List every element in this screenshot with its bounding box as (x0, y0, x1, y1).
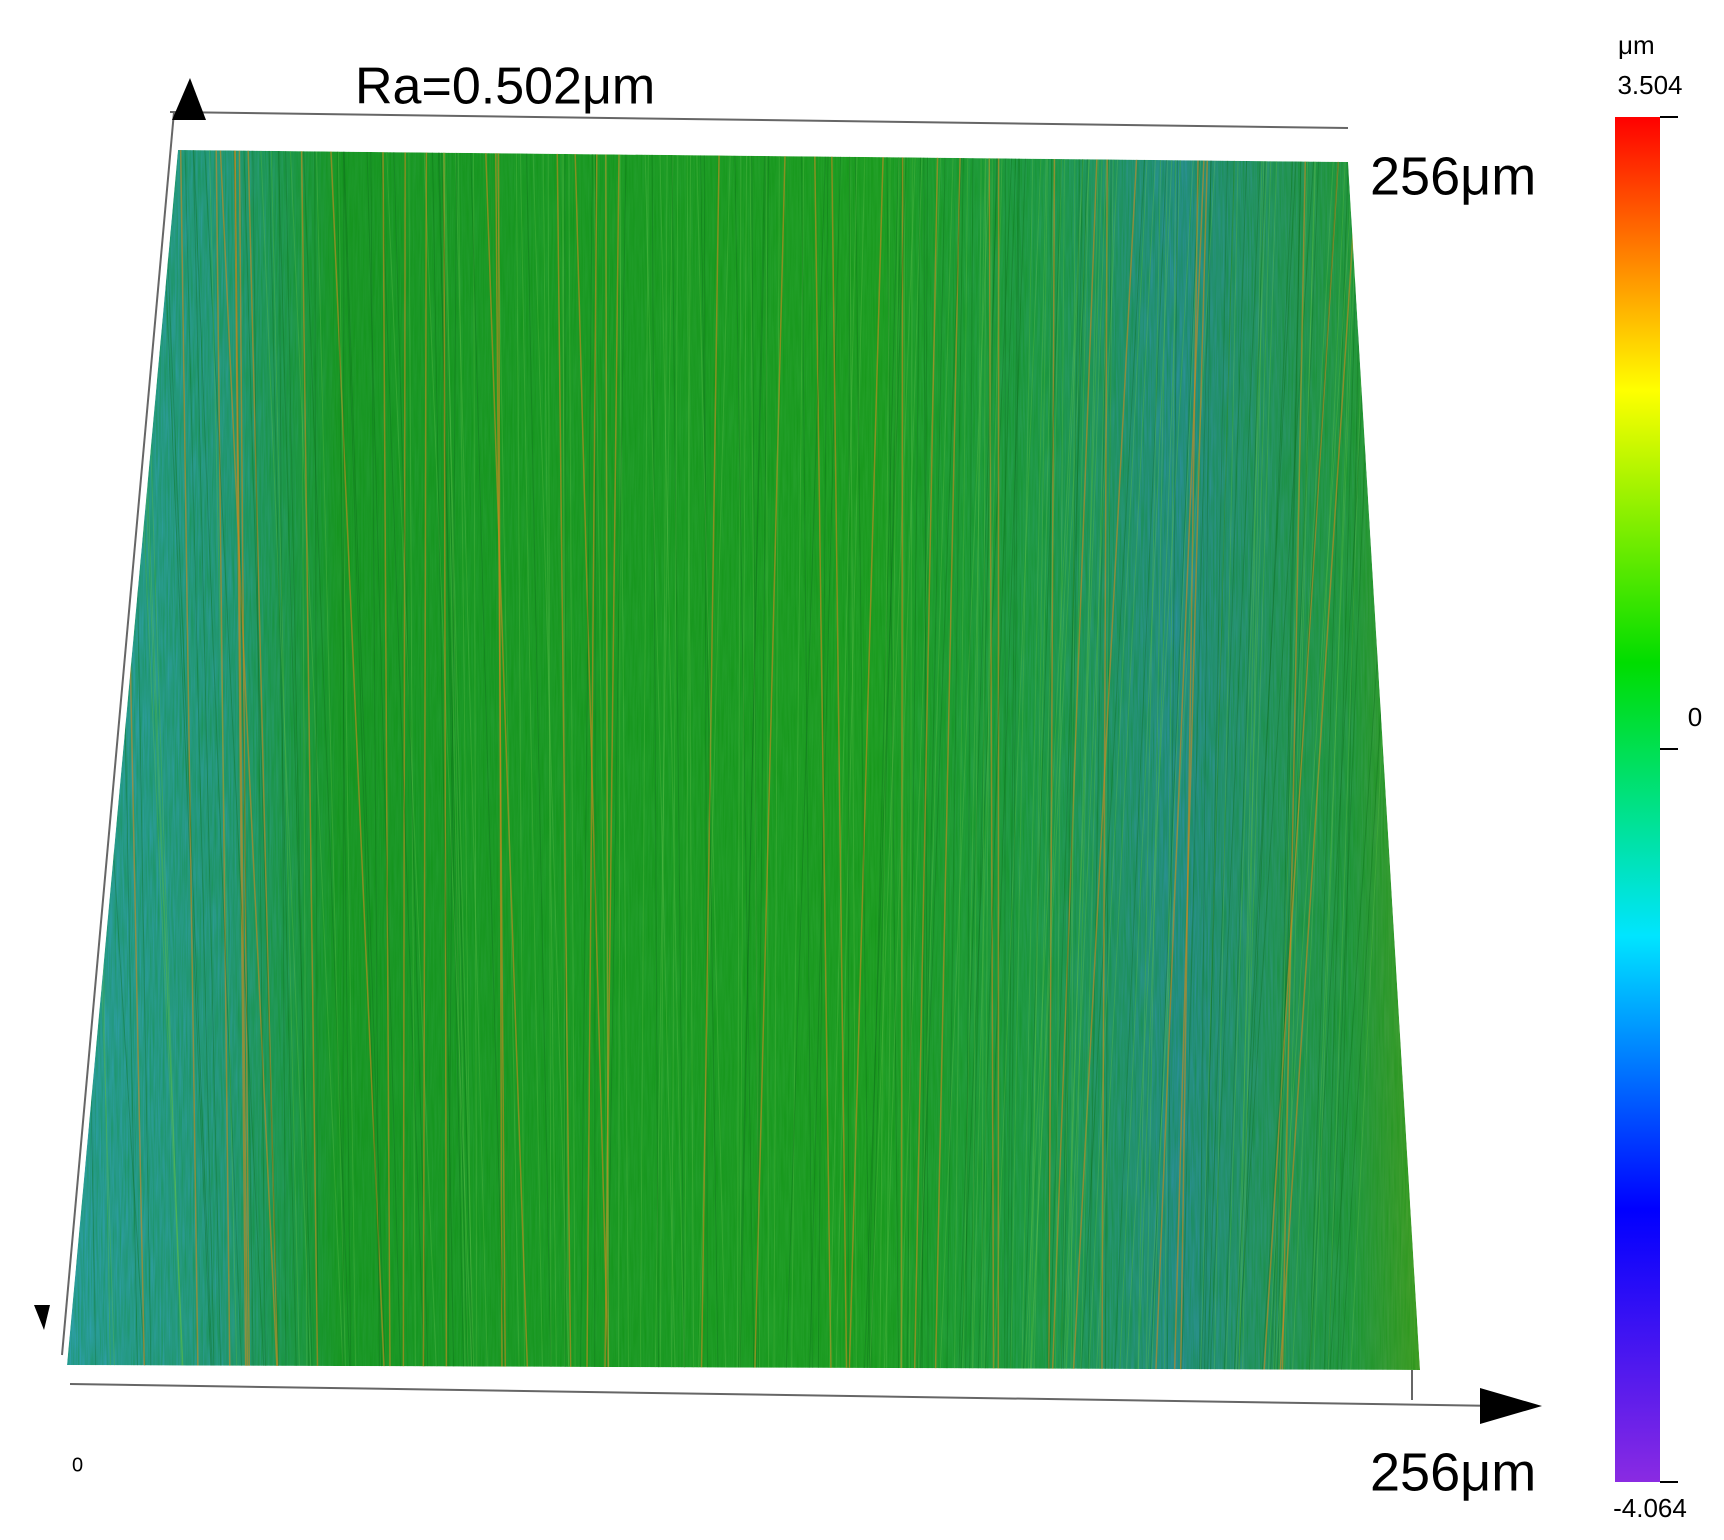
colorbar-tick-label: 0 (1688, 702, 1702, 732)
x-arrow (1480, 1388, 1542, 1424)
colorbar-tick-label: -4.064 (1613, 1493, 1687, 1523)
colorbar-label: μm (1618, 30, 1655, 60)
y-axis-label: 256μm (1370, 146, 1536, 206)
y-arrow (172, 78, 206, 120)
surface-streak (1005, 140, 1006, 1380)
colorbar (1615, 117, 1660, 1482)
surface (60, 140, 1430, 1380)
z-arrow (34, 1305, 50, 1330)
origin-label: 0 (72, 1454, 83, 1476)
x-axis-label: 256μm (1370, 1442, 1536, 1502)
chart-title: Ra=0.502μm (355, 58, 655, 116)
colorbar-tick-label: 3.504 (1617, 70, 1682, 100)
